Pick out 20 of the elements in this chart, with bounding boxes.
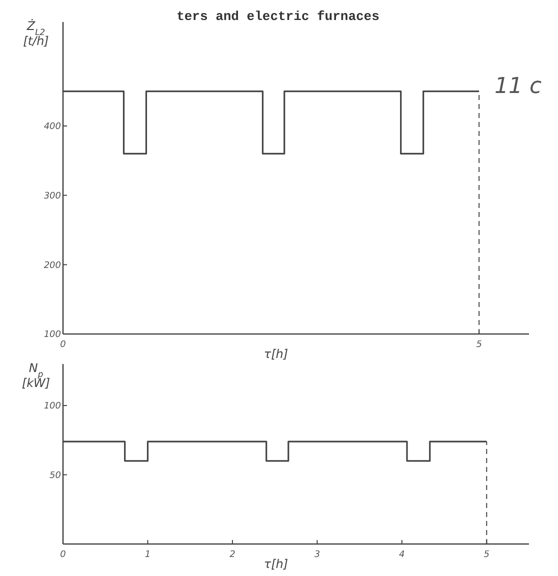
x-tick-label: 1 bbox=[144, 550, 151, 560]
x-axis-title: τ[h] bbox=[264, 347, 288, 361]
x-tick-label: 0 bbox=[60, 550, 66, 560]
x-tick-label: 4 bbox=[399, 550, 406, 560]
y-tick-label: 100 bbox=[44, 330, 62, 340]
x-tick-label: 3 bbox=[314, 550, 320, 560]
x-tick-label: 2 bbox=[230, 550, 236, 560]
annotation: 11 c bbox=[494, 74, 542, 99]
y-axis-title: N$_{p}$ [kW] bbox=[22, 361, 50, 390]
x-tick-label: 5 bbox=[476, 340, 482, 350]
y-tick-label: 200 bbox=[44, 260, 62, 271]
y-tick-label: 300 bbox=[44, 191, 62, 202]
x-tick-label: 0 bbox=[60, 340, 66, 350]
x-axis-title: τ[h] bbox=[264, 557, 288, 571]
y-tick-label: 100 bbox=[44, 402, 62, 412]
chart-title: ters and electric furnaces bbox=[176, 9, 380, 24]
y-tick-label: 50 bbox=[50, 470, 62, 481]
y-axis-title: Ż$_{L2}$ [t/h] bbox=[23, 19, 50, 48]
y-tick-label: 400 bbox=[44, 122, 62, 132]
x-tick-label: 5 bbox=[484, 550, 490, 560]
